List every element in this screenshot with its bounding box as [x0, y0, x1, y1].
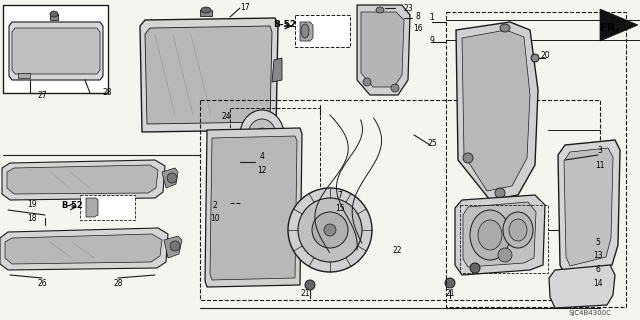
Polygon shape — [200, 10, 212, 16]
Text: 14: 14 — [593, 278, 603, 287]
Ellipse shape — [248, 119, 276, 151]
Polygon shape — [549, 265, 615, 308]
Polygon shape — [164, 236, 182, 258]
Ellipse shape — [301, 24, 309, 38]
Text: 24: 24 — [221, 111, 231, 121]
Bar — [460, 205, 548, 273]
Text: 25: 25 — [427, 139, 437, 148]
Polygon shape — [558, 140, 620, 275]
Ellipse shape — [312, 212, 348, 248]
Polygon shape — [12, 28, 100, 74]
Text: 20: 20 — [540, 51, 550, 60]
Bar — [80, 195, 135, 220]
Ellipse shape — [275, 148, 295, 168]
Text: 3: 3 — [598, 146, 602, 155]
Text: 7: 7 — [337, 190, 342, 199]
Polygon shape — [140, 18, 278, 132]
Ellipse shape — [298, 198, 362, 262]
Polygon shape — [456, 22, 538, 200]
Bar — [18, 73, 30, 78]
Ellipse shape — [324, 224, 336, 236]
Text: 19: 19 — [27, 199, 37, 209]
Ellipse shape — [495, 188, 505, 198]
Text: 21: 21 — [445, 289, 455, 298]
Polygon shape — [145, 26, 272, 124]
Text: B-52: B-52 — [273, 20, 296, 28]
Ellipse shape — [305, 280, 315, 290]
Text: 15: 15 — [335, 204, 345, 212]
Text: 5: 5 — [596, 237, 600, 246]
Text: 27: 27 — [37, 91, 47, 100]
Ellipse shape — [230, 148, 250, 168]
Ellipse shape — [503, 212, 533, 248]
Ellipse shape — [240, 110, 284, 160]
Text: 16: 16 — [413, 23, 423, 33]
Text: 18: 18 — [28, 213, 36, 222]
Ellipse shape — [50, 11, 58, 17]
Ellipse shape — [391, 84, 399, 92]
Text: 8: 8 — [415, 12, 420, 20]
Polygon shape — [210, 136, 297, 280]
Text: 28: 28 — [102, 87, 112, 97]
Polygon shape — [463, 202, 536, 267]
Text: 21: 21 — [300, 289, 310, 298]
Polygon shape — [0, 228, 168, 270]
Text: 6: 6 — [596, 266, 600, 275]
Polygon shape — [564, 148, 613, 266]
Polygon shape — [455, 195, 545, 275]
Ellipse shape — [463, 153, 473, 163]
Ellipse shape — [478, 220, 502, 250]
Ellipse shape — [201, 7, 211, 13]
Text: 26: 26 — [37, 279, 47, 289]
Ellipse shape — [531, 54, 539, 62]
Text: 28: 28 — [113, 279, 123, 289]
Ellipse shape — [445, 278, 455, 288]
Bar — [200, 100, 600, 300]
Ellipse shape — [288, 188, 372, 272]
Text: 13: 13 — [593, 252, 603, 260]
Text: 22: 22 — [392, 245, 402, 254]
Bar — [295, 15, 350, 47]
Text: 11: 11 — [595, 161, 605, 170]
Ellipse shape — [498, 248, 512, 262]
Polygon shape — [600, 9, 638, 41]
Polygon shape — [462, 30, 530, 191]
Ellipse shape — [470, 210, 510, 260]
Polygon shape — [205, 128, 302, 287]
Ellipse shape — [363, 78, 371, 86]
Polygon shape — [50, 14, 58, 20]
Polygon shape — [9, 22, 103, 80]
Text: 10: 10 — [210, 213, 220, 222]
Polygon shape — [357, 5, 410, 95]
Bar — [446, 12, 626, 307]
Text: 23: 23 — [403, 4, 413, 12]
Polygon shape — [5, 234, 162, 264]
Text: B-52: B-52 — [61, 201, 83, 210]
Polygon shape — [162, 168, 178, 188]
Ellipse shape — [509, 219, 527, 241]
Ellipse shape — [470, 263, 480, 273]
Ellipse shape — [170, 241, 180, 251]
Text: SJC4B4300C: SJC4B4300C — [568, 310, 611, 316]
Polygon shape — [86, 198, 98, 217]
Text: 2: 2 — [212, 201, 218, 210]
Bar — [3, 5, 108, 93]
Polygon shape — [7, 165, 158, 194]
Ellipse shape — [167, 173, 177, 183]
Text: FR.: FR. — [600, 23, 620, 33]
Text: 12: 12 — [257, 165, 267, 174]
Polygon shape — [272, 58, 282, 82]
Polygon shape — [300, 22, 313, 41]
Text: 9: 9 — [429, 36, 435, 44]
Polygon shape — [361, 12, 404, 87]
Bar — [230, 108, 320, 203]
Ellipse shape — [256, 128, 268, 142]
Polygon shape — [2, 160, 165, 200]
Ellipse shape — [500, 24, 510, 32]
Text: 17: 17 — [240, 3, 250, 12]
Text: 1: 1 — [429, 12, 435, 21]
Text: 4: 4 — [260, 151, 264, 161]
Ellipse shape — [376, 7, 384, 13]
